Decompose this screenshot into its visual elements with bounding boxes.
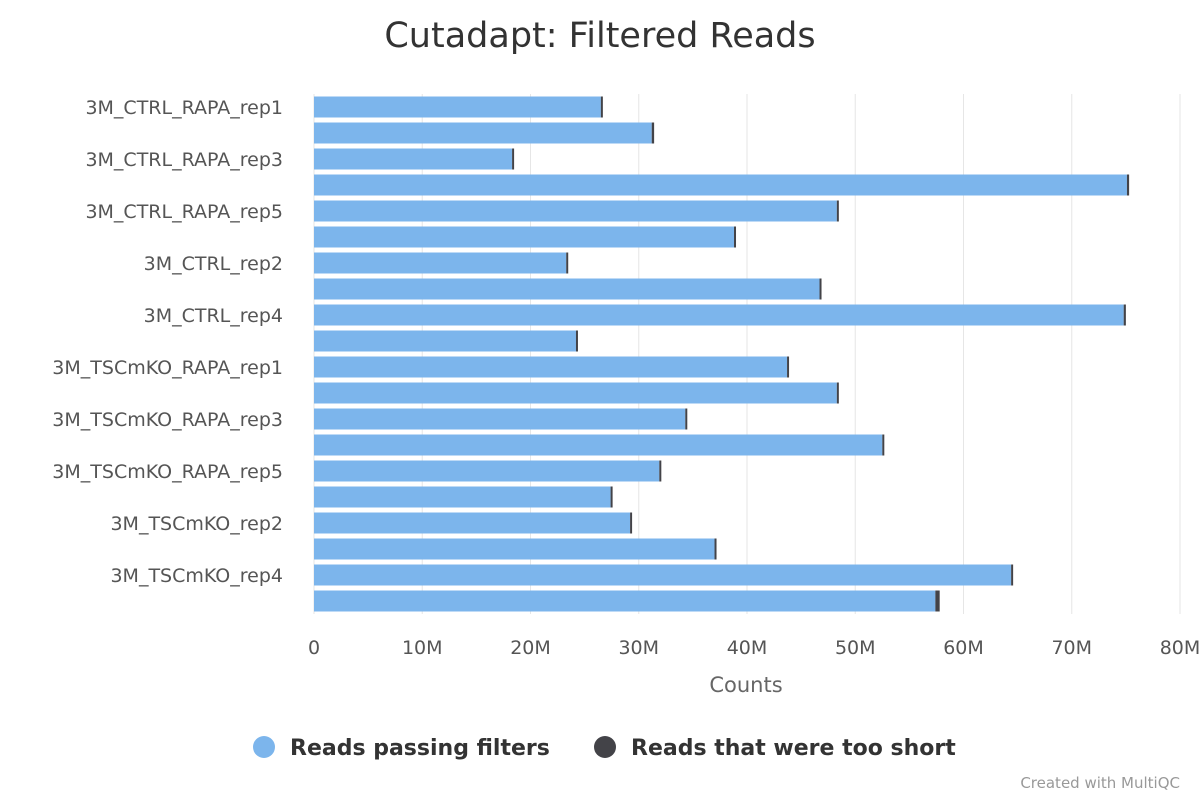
bar-reads-passing[interactable] [314, 486, 611, 508]
bar-reads-too-short[interactable] [714, 538, 717, 560]
x-axis-tick-labels: 0 10M 20M 30M 40M 50M 60M 70M 80M [308, 637, 1200, 659]
legend-label-reads-too-short: Reads that were too short [631, 736, 956, 761]
bar-reads-too-short[interactable] [935, 590, 940, 612]
bar-reads-passing[interactable] [314, 304, 1124, 326]
bar-reads-passing[interactable] [314, 96, 601, 118]
x-axis-title: Counts [709, 673, 782, 697]
x-tick-label: 10M [402, 637, 443, 659]
legend-swatch-reads-too-short [594, 736, 616, 758]
legend-swatch-reads-passing [253, 736, 275, 758]
bar-reads-passing[interactable] [314, 382, 837, 404]
x-tick-label: 0 [308, 637, 320, 659]
bar-reads-too-short[interactable] [819, 278, 822, 300]
grid-lines [313, 94, 1181, 614]
x-tick-label: 30M [618, 637, 659, 659]
bar-reads-passing[interactable] [314, 200, 837, 222]
bar-reads-too-short[interactable] [651, 122, 655, 144]
bar-reads-too-short[interactable] [685, 408, 688, 430]
bar-reads-too-short[interactable] [1011, 564, 1014, 586]
bar-reads-passing[interactable] [314, 122, 652, 144]
bar-reads-too-short[interactable] [787, 356, 790, 378]
bar-reads-too-short[interactable] [1123, 304, 1126, 326]
legend-label-reads-passing: Reads passing filters [290, 736, 550, 761]
bar-reads-passing[interactable] [314, 538, 715, 560]
bar-reads-passing[interactable] [314, 590, 936, 612]
category-label: 3M_TSCmKO_RAPA_rep1 [52, 357, 283, 379]
legend-item-reads-too-short[interactable]: Reads that were too short [594, 736, 956, 761]
chart-title: Cutadapt: Filtered Reads [384, 16, 815, 56]
category-label: 3M_TSCmKO_RAPA_rep3 [52, 409, 283, 431]
category-labels: 3M_CTRL_RAPA_rep1 3M_CTRL_RAPA_rep3 3M_CTR… [52, 97, 283, 587]
bar-reads-passing[interactable] [314, 408, 686, 430]
category-label: 3M_TSCmKO_RAPA_rep5 [52, 461, 283, 483]
bar-reads-passing[interactable] [314, 564, 1012, 586]
bar-reads-passing[interactable] [314, 252, 567, 274]
x-tick-label: 40M [727, 637, 768, 659]
bar-reads-too-short[interactable] [734, 226, 737, 248]
category-label: 3M_TSCmKO_rep2 [110, 513, 283, 535]
x-tick-label: 70M [1051, 637, 1092, 659]
bar-reads-passing[interactable] [314, 512, 631, 534]
bar-reads-passing[interactable] [314, 460, 660, 482]
bar-reads-too-short[interactable] [600, 96, 603, 118]
bar-reads-too-short[interactable] [575, 330, 578, 352]
bar-reads-too-short[interactable] [1126, 174, 1130, 196]
bar-reads-too-short[interactable] [836, 382, 839, 404]
category-label: 3M_TSCmKO_rep4 [110, 565, 283, 587]
category-label: 3M_CTRL_RAPA_rep5 [85, 201, 283, 223]
x-tick-label: 50M [835, 637, 876, 659]
bar-reads-too-short[interactable] [882, 434, 885, 456]
bar-reads-too-short[interactable] [630, 512, 633, 534]
bar-reads-too-short[interactable] [512, 148, 515, 170]
bar-reads-passing[interactable] [314, 226, 735, 248]
category-label: 3M_CTRL_rep4 [144, 305, 283, 327]
legend-item-reads-passing[interactable]: Reads passing filters [253, 736, 550, 761]
x-tick-label: 60M [943, 637, 984, 659]
bar-reads-too-short[interactable] [659, 460, 662, 482]
bar-reads-passing[interactable] [314, 330, 576, 352]
legend: Reads passing filters Reads that were to… [253, 736, 956, 761]
bar-reads-too-short[interactable] [836, 200, 839, 222]
bar-reads-too-short[interactable] [610, 486, 613, 508]
bar-reads-passing[interactable] [314, 278, 820, 300]
category-label: 3M_CTRL_RAPA_rep1 [85, 97, 283, 119]
x-tick-label: 20M [510, 637, 551, 659]
bar-reads-passing[interactable] [314, 148, 513, 170]
bar-reads-passing[interactable] [314, 434, 883, 456]
category-label: 3M_CTRL_rep2 [144, 253, 283, 275]
bar-reads-passing[interactable] [314, 356, 788, 378]
bars [314, 96, 1130, 612]
credits-text[interactable]: Created with MultiQC [1020, 774, 1180, 792]
category-label: 3M_CTRL_RAPA_rep3 [85, 149, 283, 171]
bar-reads-passing[interactable] [314, 174, 1127, 196]
bar-reads-too-short[interactable] [566, 252, 569, 274]
x-tick-label: 80M [1160, 637, 1200, 659]
